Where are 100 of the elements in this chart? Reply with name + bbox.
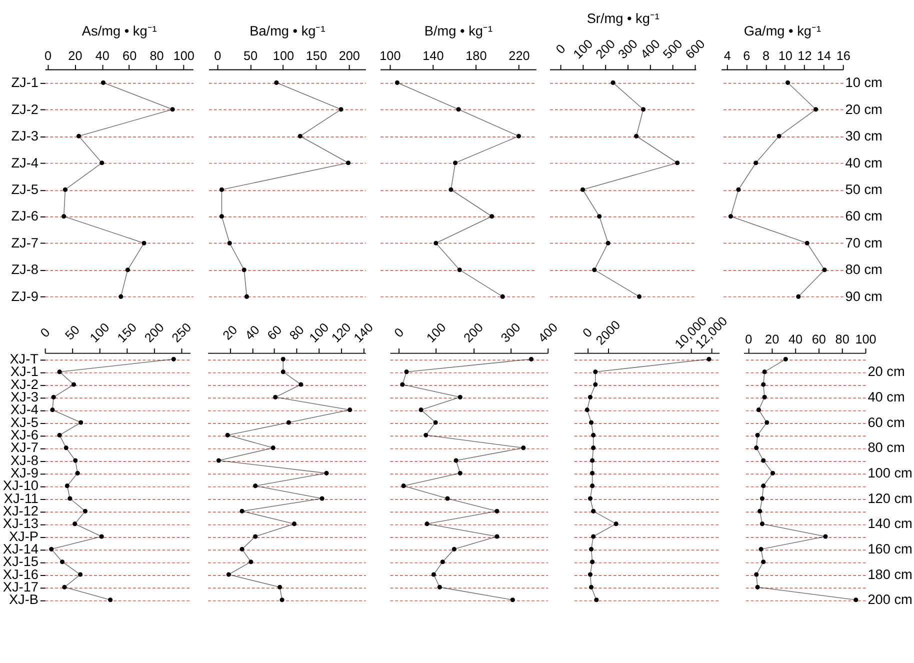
x-tick-label: 150 [114, 320, 140, 346]
y-tick-label: ZJ-3 [11, 128, 38, 144]
point [99, 534, 104, 539]
x-tick-label: 250 [169, 320, 194, 346]
y-tick-label: XJ-17 [2, 580, 38, 595]
point [108, 598, 113, 602]
point [588, 496, 593, 501]
point [434, 240, 438, 246]
y-tick-label: XJ-3 [10, 390, 38, 405]
y2-tick-label: 40 cm [868, 390, 905, 405]
x-tick-label: 300 [498, 320, 524, 346]
point [78, 572, 83, 577]
x-tick-label: 100 [380, 49, 401, 64]
point [590, 458, 595, 463]
point [640, 107, 646, 112]
point [226, 572, 231, 577]
point [494, 508, 500, 514]
point [758, 546, 764, 552]
point [521, 446, 526, 450]
point [597, 214, 602, 219]
point [64, 446, 68, 450]
point [248, 560, 254, 564]
x-tick-label: 200 [593, 36, 618, 62]
y-tick-label: XJ-6 [10, 428, 38, 443]
point [240, 546, 244, 552]
x-axis-title: As/mg • kg⁻¹ [82, 24, 158, 39]
point [814, 107, 818, 112]
y-tick-label: ZJ-9 [11, 288, 38, 304]
point [528, 356, 534, 362]
point [75, 470, 80, 476]
point [760, 496, 764, 501]
y-tick-label: ZJ-4 [11, 155, 39, 170]
x-tick-label: 20 [68, 49, 82, 64]
y-tick-label: ZJ-2 [11, 102, 38, 117]
y-tick-label: XJ-7 [10, 440, 38, 456]
x-tick-label: 400 [638, 36, 663, 62]
point [404, 370, 409, 374]
point [610, 80, 616, 85]
point [823, 534, 828, 539]
x-tick-label: 220 [508, 49, 530, 64]
point [636, 294, 642, 299]
x-tick-label: 80 [150, 49, 164, 64]
point [593, 370, 598, 374]
point [76, 134, 82, 138]
point [675, 160, 680, 166]
point [292, 522, 297, 526]
x-tick-label: 6 [743, 49, 750, 64]
y-tick-label: XJ-13 [2, 516, 38, 532]
point [280, 356, 286, 362]
y2-tick-label: 30 cm [845, 128, 882, 144]
point [591, 534, 596, 539]
point [755, 432, 760, 438]
y-tick-label: XJ-15 [2, 554, 38, 570]
x-tick-label: 20 [220, 322, 240, 343]
point [57, 432, 62, 438]
point [68, 496, 72, 501]
point [591, 508, 596, 514]
point [50, 408, 55, 412]
point [401, 484, 406, 488]
x-tick-label: 0 [44, 49, 52, 64]
x-tick-label: 600 [682, 36, 708, 62]
point [82, 508, 88, 514]
point [762, 394, 767, 400]
point [431, 572, 436, 577]
point [125, 268, 130, 272]
point [761, 458, 766, 463]
x-tick-label: 500 [660, 36, 686, 62]
y2-tick-label: 40 cm [845, 155, 882, 170]
point [278, 584, 282, 590]
point [270, 446, 276, 450]
x-tick-label: 60 [812, 332, 826, 347]
y-tick-label: XJ-9 [10, 466, 38, 481]
y-tick-label: ZJ-5 [11, 182, 38, 198]
x-axis-title: Ga/mg • kg⁻¹ [744, 24, 822, 39]
point [590, 470, 595, 476]
x-tick-label: 50 [244, 49, 258, 64]
x-tick-label: 0 [580, 325, 596, 340]
point [244, 294, 250, 299]
point [424, 432, 428, 438]
point [227, 240, 232, 246]
x-tick-label: 100 [87, 320, 112, 346]
x-tick-label: 50 [62, 322, 82, 343]
point [64, 484, 70, 488]
point [754, 446, 759, 450]
point [338, 107, 344, 112]
point [324, 470, 329, 476]
point [424, 522, 430, 526]
point [754, 160, 758, 166]
point [494, 534, 500, 539]
x-tick-label: 100 [424, 320, 449, 346]
point [253, 484, 258, 488]
point [588, 420, 594, 425]
point [510, 598, 515, 602]
point [60, 560, 65, 564]
x-tick-label: 12 [798, 49, 812, 64]
y-tick-label: XJ-2 [10, 376, 38, 392]
x-tick-label: 100 [855, 332, 876, 347]
point [770, 470, 776, 476]
point [71, 382, 76, 387]
point [456, 107, 461, 112]
